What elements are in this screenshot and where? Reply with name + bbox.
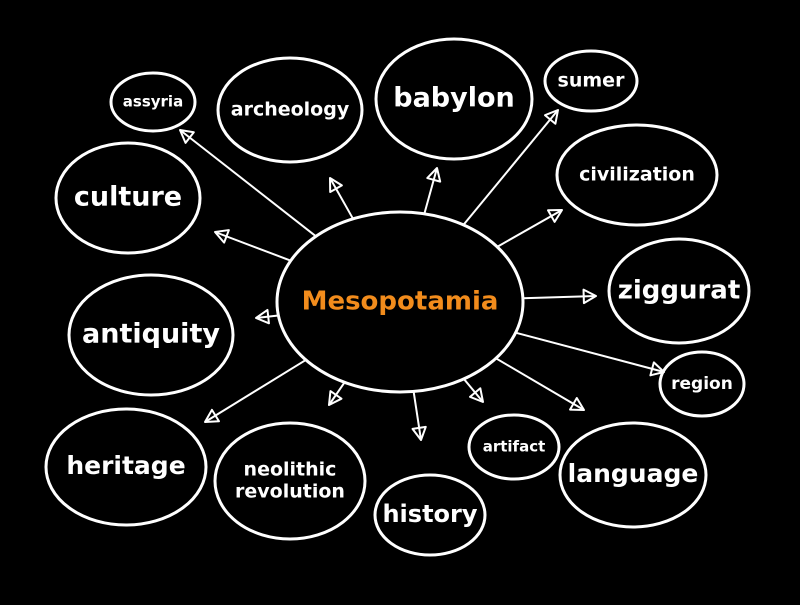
connector-history	[411, 391, 427, 441]
connector-neolithic-revolution	[328, 381, 346, 406]
node-oval	[607, 237, 751, 345]
connector-line	[412, 391, 422, 441]
node-oval	[373, 473, 487, 557]
node-label: revolution	[235, 480, 345, 502]
arrow-head	[328, 390, 343, 406]
node-artifact: artifact	[467, 413, 561, 481]
arrow-head	[214, 229, 230, 244]
node-antiquity: antiquity	[67, 273, 235, 397]
connector-artifact	[463, 378, 484, 403]
node-sumer: sumer	[543, 49, 639, 113]
node-region: region	[658, 350, 746, 418]
arrow-head	[255, 308, 270, 325]
connector-language	[495, 357, 585, 411]
node-culture: culture	[54, 141, 202, 255]
node-assyria: assyria	[109, 71, 197, 133]
center-label: Mesopotamia	[302, 287, 499, 317]
connector-line	[463, 378, 484, 403]
node-oval	[109, 71, 197, 133]
node-oval	[54, 141, 202, 255]
node-label: neolithic	[244, 459, 337, 481]
node-civilization: civilization	[555, 123, 719, 227]
arrow-head	[329, 177, 343, 193]
arrow-head	[649, 361, 665, 377]
node-label: archeology	[231, 99, 350, 121]
node-babylon: babylon	[374, 37, 534, 161]
node-oval	[658, 350, 746, 418]
connector-line	[329, 177, 354, 220]
node-label: culture	[74, 182, 182, 213]
node-label: civilization	[579, 164, 695, 186]
arrow-head	[179, 129, 195, 144]
arrow-head	[426, 167, 442, 183]
node-history: history	[373, 473, 487, 557]
connector-assyria	[179, 129, 317, 238]
connector-ziggurat	[522, 288, 597, 305]
node-ziggurat: ziggurat	[607, 237, 751, 345]
connector-line	[214, 231, 292, 262]
node-label: babylon	[393, 83, 515, 114]
node-label: ziggurat	[618, 276, 741, 306]
node-label: artifact	[483, 438, 546, 456]
node-oval	[216, 56, 364, 164]
node-oval	[543, 49, 639, 113]
node-label: region	[671, 374, 733, 394]
node-oval	[67, 273, 235, 397]
connector-sumer	[462, 109, 559, 226]
arrow-head	[411, 425, 427, 441]
node-label: assyria	[123, 93, 183, 111]
connector-archeology	[329, 177, 354, 220]
connector-line	[515, 331, 665, 373]
arrow-head	[547, 209, 563, 223]
node-label: heritage	[66, 451, 185, 480]
connector-line	[204, 359, 307, 423]
connector-heritage	[204, 359, 307, 423]
connector-line	[179, 129, 317, 238]
connector-culture	[214, 229, 292, 262]
node-oval	[467, 413, 561, 481]
arrow-head	[569, 396, 585, 411]
node-label: language	[568, 459, 699, 488]
node-language: language	[558, 421, 708, 529]
center-oval	[275, 210, 525, 394]
node-oval	[374, 37, 534, 161]
connector-line	[522, 295, 597, 300]
arrow-head	[204, 408, 220, 423]
connector-line	[496, 209, 563, 248]
connector-antiquity	[255, 308, 279, 325]
node-oval	[558, 421, 708, 529]
connector-line	[328, 381, 346, 406]
node-heritage: heritage	[44, 407, 208, 527]
node-label: history	[382, 500, 477, 528]
arrow-head	[544, 109, 559, 125]
node-label: sumer	[558, 70, 626, 92]
connector-region	[515, 331, 665, 377]
connector-babylon	[423, 167, 442, 215]
node-archeology: archeology	[216, 56, 364, 164]
node-oval	[213, 421, 367, 541]
arrow-head	[468, 387, 484, 403]
connector-line	[423, 167, 438, 215]
connector-line	[462, 109, 559, 226]
center-node: Mesopotamia	[275, 210, 525, 394]
arrow-head	[582, 288, 597, 305]
node-label: antiquity	[82, 319, 220, 350]
node-oval	[555, 123, 719, 227]
connector-line	[495, 357, 585, 411]
node-oval	[44, 407, 208, 527]
connector-civilization	[496, 209, 563, 248]
connector-line	[255, 314, 279, 319]
